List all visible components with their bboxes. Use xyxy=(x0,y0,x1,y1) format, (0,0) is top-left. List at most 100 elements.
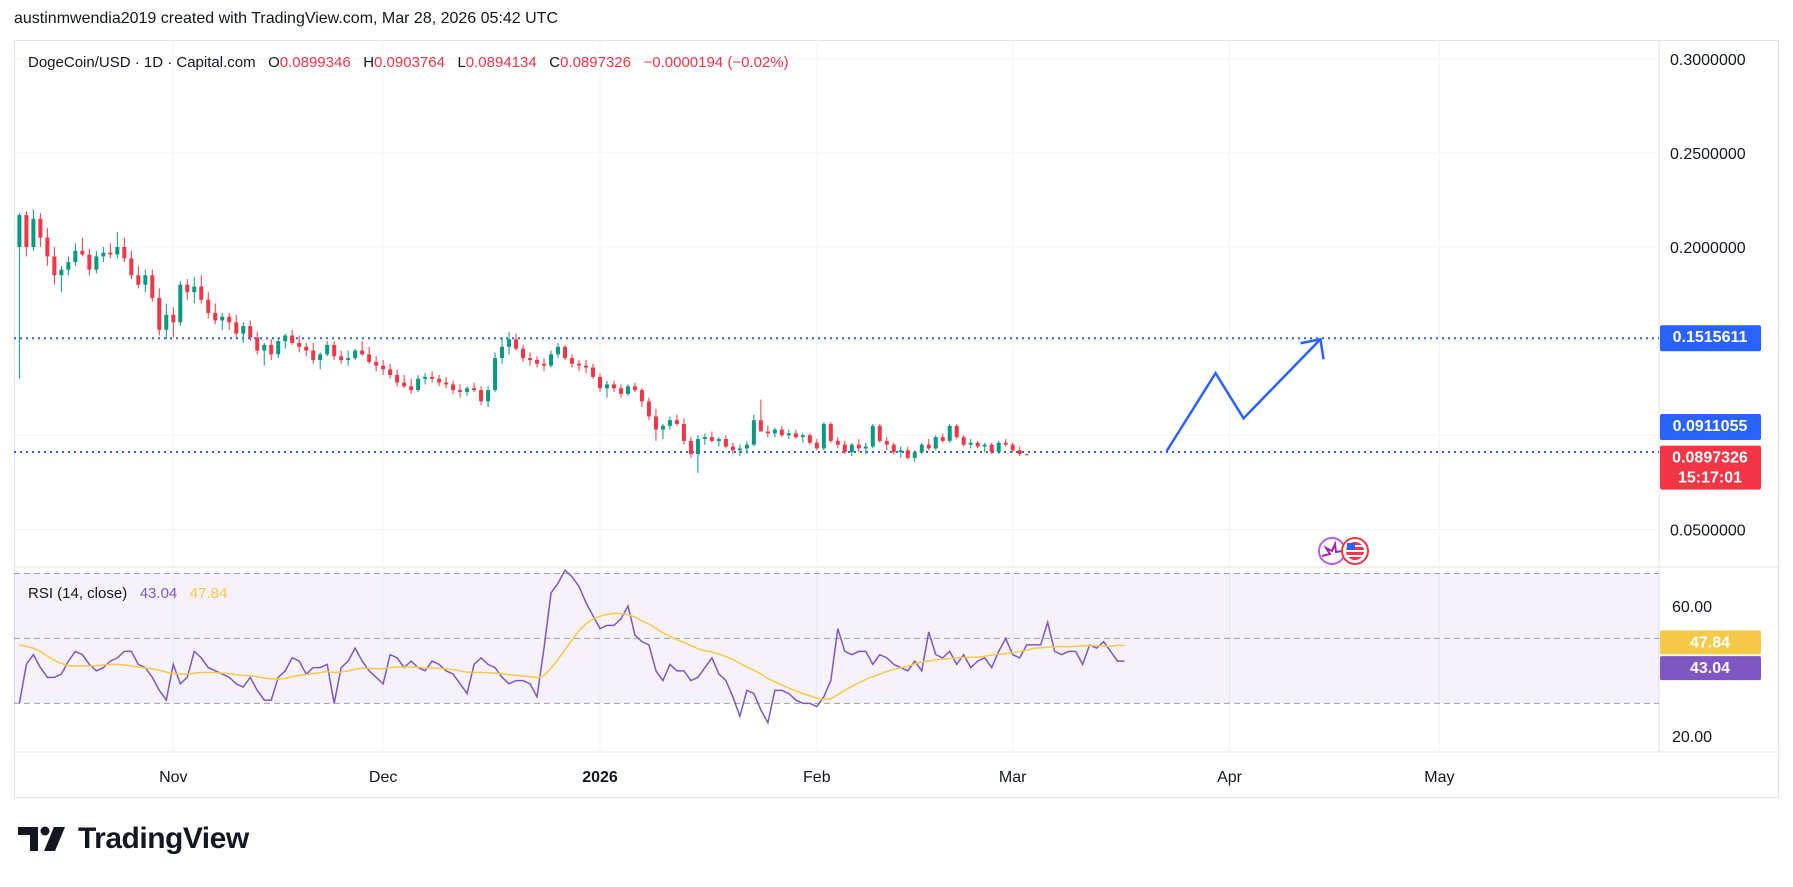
candle-body[interactable] xyxy=(919,444,924,453)
candle-body[interactable] xyxy=(108,252,113,255)
level-badge-upper[interactable]: 0.1515611 xyxy=(1660,325,1761,352)
candle-body[interactable] xyxy=(24,215,29,248)
candle-body[interactable] xyxy=(458,390,463,392)
candle-body[interactable] xyxy=(276,341,281,355)
candle-body[interactable] xyxy=(1003,442,1008,445)
candle-body[interactable] xyxy=(451,384,456,391)
rsi-badge[interactable]: 43.04 xyxy=(1660,656,1761,681)
candle-body[interactable] xyxy=(828,423,833,441)
candle-body[interactable] xyxy=(702,437,707,440)
candle-body[interactable] xyxy=(877,425,882,441)
candle-body[interactable] xyxy=(17,215,22,248)
candle-body[interactable] xyxy=(646,401,651,417)
candle-body[interactable] xyxy=(758,420,763,432)
candle-body[interactable] xyxy=(514,339,519,349)
candle-body[interactable] xyxy=(681,423,686,441)
candle-body[interactable] xyxy=(856,444,861,449)
candle-body[interactable] xyxy=(374,361,379,366)
tradingview-logo[interactable]: TradingView xyxy=(18,822,249,856)
candle-body[interactable] xyxy=(570,358,575,364)
candle-body[interactable] xyxy=(388,369,393,376)
candle-body[interactable] xyxy=(604,384,609,389)
candle-body[interactable] xyxy=(213,312,218,321)
candle-body[interactable] xyxy=(793,433,798,438)
candle-body[interactable] xyxy=(549,354,554,366)
candle-body[interactable] xyxy=(479,390,484,402)
candle-body[interactable] xyxy=(786,433,791,436)
candle-body[interactable] xyxy=(982,444,987,447)
candle-body[interactable] xyxy=(339,356,344,360)
candle-body[interactable] xyxy=(807,435,812,443)
candle-body[interactable] xyxy=(583,365,588,368)
candle-body[interactable] xyxy=(94,256,99,270)
last-price-badge[interactable]: 0.0897326 15:17:01 xyxy=(1660,445,1761,490)
candle-body[interactable] xyxy=(688,440,693,455)
candle-body[interactable] xyxy=(220,316,225,321)
candle-body[interactable] xyxy=(563,346,568,359)
candle-body[interactable] xyxy=(989,444,994,453)
candle-body[interactable] xyxy=(304,346,309,351)
candle-body[interactable] xyxy=(968,442,973,445)
symbol-label[interactable]: DogeCoin/USD · 1D · Capital.com xyxy=(28,54,256,71)
candle-body[interactable] xyxy=(122,247,127,259)
candle-body[interactable] xyxy=(318,354,323,360)
candle-body[interactable] xyxy=(437,378,442,383)
candle-body[interactable] xyxy=(262,344,267,351)
candle-body[interactable] xyxy=(709,437,714,441)
candle-body[interactable] xyxy=(80,250,85,255)
candle-body[interactable] xyxy=(730,446,735,451)
candle-body[interactable] xyxy=(667,420,672,426)
us-flag-event-icon[interactable] xyxy=(1341,537,1369,565)
candle-body[interactable] xyxy=(835,440,840,445)
candle-body[interactable] xyxy=(751,420,756,445)
candle-body[interactable] xyxy=(954,425,959,438)
candle-body[interactable] xyxy=(870,425,875,447)
candle-body[interactable] xyxy=(639,390,644,402)
candle-body[interactable] xyxy=(1024,454,1029,456)
candle-body[interactable] xyxy=(884,440,889,445)
candle-body[interactable] xyxy=(535,359,540,364)
candle-body[interactable] xyxy=(618,388,623,394)
candle-body[interactable] xyxy=(723,439,728,447)
candle-body[interactable] xyxy=(115,247,120,255)
candle-body[interactable] xyxy=(947,425,952,441)
candle-body[interactable] xyxy=(800,435,805,438)
candle-body[interactable] xyxy=(765,431,770,434)
candle-body[interactable] xyxy=(779,429,784,436)
candle-body[interactable] xyxy=(590,367,595,377)
candle-body[interactable] xyxy=(556,346,561,355)
candle-body[interactable] xyxy=(129,258,134,276)
candle-body[interactable] xyxy=(157,297,162,330)
candle-body[interactable] xyxy=(143,275,148,285)
candle-body[interactable] xyxy=(59,269,64,276)
candle-body[interactable] xyxy=(597,376,602,389)
candle-body[interactable] xyxy=(178,284,183,323)
rsi-title[interactable]: RSI (14, close) xyxy=(28,585,128,602)
candle-body[interactable] xyxy=(206,299,211,313)
candle-body[interactable] xyxy=(325,344,330,355)
candle-body[interactable] xyxy=(402,382,407,387)
candle-body[interactable] xyxy=(849,444,854,453)
candle-body[interactable] xyxy=(660,425,665,430)
candle-body[interactable] xyxy=(227,316,232,323)
candle-body[interactable] xyxy=(290,335,295,344)
candle-body[interactable] xyxy=(423,376,428,379)
candle-body[interactable] xyxy=(409,386,414,391)
candle-body[interactable] xyxy=(814,442,819,449)
candle-body[interactable] xyxy=(101,252,106,257)
candle-body[interactable] xyxy=(542,363,547,366)
candle-body[interactable] xyxy=(395,375,400,383)
candle-body[interactable] xyxy=(842,444,847,453)
candle-body[interactable] xyxy=(486,390,491,402)
candle-body[interactable] xyxy=(150,275,155,298)
candle-body[interactable] xyxy=(332,344,337,357)
candle-body[interactable] xyxy=(73,250,78,263)
candle-body[interactable] xyxy=(653,416,658,430)
candle-body[interactable] xyxy=(632,386,637,391)
candle-body[interactable] xyxy=(367,354,372,362)
candle-body[interactable] xyxy=(360,350,365,355)
candle-body[interactable] xyxy=(381,365,386,370)
candle-body[interactable] xyxy=(507,339,512,347)
candle-body[interactable] xyxy=(311,350,316,360)
